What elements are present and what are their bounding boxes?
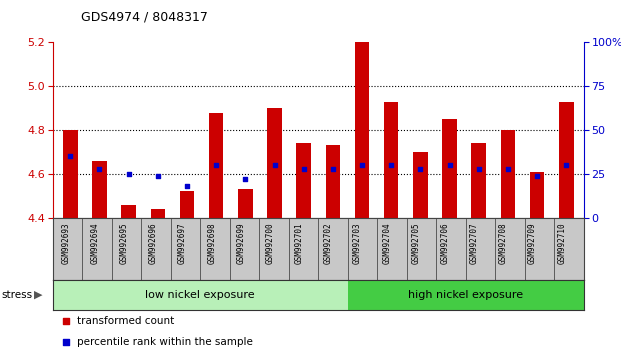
Bar: [121, 205, 136, 218]
Text: GSM992694: GSM992694: [91, 223, 99, 264]
Point: [415, 166, 425, 171]
Text: percentile rank within the sample: percentile rank within the sample: [76, 337, 253, 347]
Text: GSM992693: GSM992693: [61, 223, 70, 264]
Text: GSM992703: GSM992703: [353, 223, 362, 264]
Text: GSM992710: GSM992710: [557, 223, 566, 264]
Point: [240, 176, 250, 182]
Bar: [289, 218, 319, 280]
Point: [270, 162, 279, 168]
Point: [532, 173, 542, 178]
Point: [357, 162, 367, 168]
Bar: [267, 108, 282, 218]
Bar: [348, 218, 378, 280]
Bar: [260, 218, 289, 280]
Bar: [171, 218, 201, 280]
Bar: [179, 192, 194, 218]
Bar: [355, 42, 369, 218]
Text: GSM992696: GSM992696: [149, 223, 158, 264]
Text: GSM992706: GSM992706: [440, 223, 450, 264]
Point: [211, 162, 221, 168]
Bar: [296, 143, 311, 218]
Bar: [319, 218, 348, 280]
Text: GSM992700: GSM992700: [266, 223, 274, 264]
Bar: [378, 218, 407, 280]
Bar: [92, 161, 107, 218]
Bar: [53, 280, 348, 310]
Bar: [496, 218, 525, 280]
Point: [61, 339, 71, 344]
Bar: [407, 218, 437, 280]
Bar: [53, 218, 82, 280]
Text: GSM992702: GSM992702: [324, 223, 333, 264]
Text: low nickel exposure: low nickel exposure: [145, 290, 255, 300]
Text: transformed count: transformed count: [76, 316, 174, 326]
Bar: [82, 218, 112, 280]
Text: GSM992699: GSM992699: [237, 223, 245, 264]
Point: [94, 166, 104, 171]
Bar: [555, 218, 584, 280]
Bar: [442, 119, 457, 218]
Bar: [413, 152, 428, 218]
Point: [65, 154, 75, 159]
Bar: [142, 218, 171, 280]
Bar: [559, 102, 574, 218]
Point: [124, 171, 134, 177]
Text: stress: stress: [2, 290, 33, 300]
Bar: [325, 145, 340, 218]
Bar: [471, 143, 486, 218]
Bar: [525, 218, 555, 280]
Text: GSM992708: GSM992708: [499, 223, 508, 264]
Bar: [238, 189, 253, 218]
Bar: [501, 130, 515, 218]
Text: GSM992698: GSM992698: [207, 223, 216, 264]
Bar: [348, 280, 584, 310]
Text: GSM992704: GSM992704: [382, 223, 391, 264]
Text: GSM992709: GSM992709: [528, 223, 537, 264]
Point: [153, 173, 163, 178]
Point: [561, 162, 571, 168]
Text: GSM992705: GSM992705: [411, 223, 420, 264]
Point: [299, 166, 309, 171]
Point: [445, 162, 455, 168]
Text: GSM992701: GSM992701: [295, 223, 304, 264]
Bar: [530, 172, 545, 218]
Text: GSM992707: GSM992707: [469, 223, 479, 264]
Text: ▶: ▶: [34, 290, 43, 300]
Bar: [63, 130, 78, 218]
Text: GSM992697: GSM992697: [178, 223, 187, 264]
Point: [328, 166, 338, 171]
Point: [474, 166, 484, 171]
Point: [182, 183, 192, 189]
Point: [386, 162, 396, 168]
Text: high nickel exposure: high nickel exposure: [408, 290, 524, 300]
Bar: [466, 218, 496, 280]
Text: GSM992695: GSM992695: [120, 223, 129, 264]
Bar: [209, 113, 224, 218]
Bar: [437, 218, 466, 280]
Point: [61, 318, 71, 324]
Point: [503, 166, 513, 171]
Bar: [150, 209, 165, 218]
Bar: [384, 102, 399, 218]
Text: GDS4974 / 8048317: GDS4974 / 8048317: [81, 11, 207, 24]
Bar: [201, 218, 230, 280]
Bar: [112, 218, 142, 280]
Bar: [230, 218, 260, 280]
